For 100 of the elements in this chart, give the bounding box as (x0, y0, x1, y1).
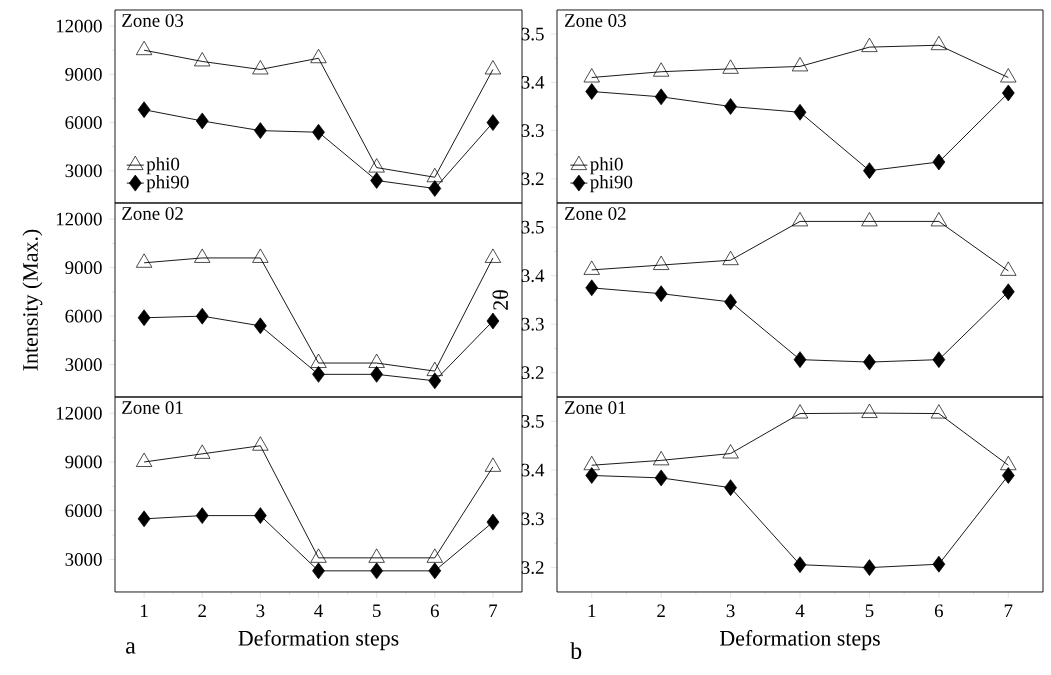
annotation: Zone 01 (122, 401, 183, 414)
y-tick-label: 9000 (65, 67, 102, 81)
x-tick-label: 7 (489, 604, 498, 617)
point (653, 62, 670, 77)
y-axis-title: 2θ (492, 290, 509, 310)
y-tick-label: 9000 (65, 455, 102, 469)
point (312, 123, 325, 141)
point (312, 562, 325, 580)
point (722, 250, 739, 266)
x-tick-label: 3 (256, 604, 265, 618)
point (930, 35, 948, 51)
point (791, 404, 809, 419)
point (194, 248, 211, 263)
y-tick-label: 3.3 (521, 512, 544, 526)
annotation: Zone 03 (122, 14, 184, 27)
x-axis-title: Deformation steps (719, 630, 880, 651)
text: b (570, 642, 582, 659)
annotation: Zone 02 (122, 207, 183, 220)
point (252, 436, 269, 451)
point (654, 469, 668, 487)
y-tick-label: 3.2 (521, 561, 544, 575)
point (793, 351, 807, 368)
y-tick-label: 3.5 (521, 220, 544, 234)
point (724, 293, 737, 311)
y-tick-label: 9000 (65, 261, 102, 275)
point (932, 153, 946, 171)
y-tick-label: 3.3 (521, 124, 544, 138)
y-tick-label: 3.2 (521, 172, 544, 186)
y-tick-label: 6000 (65, 116, 102, 129)
y-tick-label: 3000 (65, 358, 102, 372)
point (1000, 455, 1017, 471)
y-tick-label: 3.3 (521, 317, 544, 331)
x-tick-label: 5 (373, 604, 381, 618)
y-tick-label: 3000 (65, 553, 102, 566)
point (195, 307, 209, 325)
legend-label: phi0 (146, 157, 180, 175)
point (791, 57, 809, 72)
legend-label: phi90 (146, 175, 189, 193)
x-tick-label: 2 (657, 604, 665, 618)
point (793, 103, 807, 121)
point (585, 279, 599, 297)
point (254, 507, 267, 524)
point (428, 372, 442, 390)
x-tick-label: 6 (934, 604, 944, 618)
point (137, 510, 151, 528)
point (484, 248, 502, 263)
point (370, 366, 383, 383)
point (724, 479, 737, 497)
point (312, 366, 325, 383)
point (722, 444, 739, 459)
point (724, 98, 737, 115)
point (583, 260, 600, 275)
point (370, 172, 383, 189)
point (370, 562, 383, 580)
point (863, 559, 876, 576)
point (135, 452, 153, 467)
y-tick-label: 6000 (65, 309, 102, 323)
x-tick-label: 3 (726, 604, 735, 618)
x-tick-label: 6 (430, 604, 439, 618)
point (254, 317, 267, 335)
x-tick-label: 5 (865, 604, 874, 618)
point (195, 112, 209, 130)
legend-label: phi90 (590, 175, 633, 193)
point (310, 48, 327, 64)
point (654, 285, 668, 303)
point (585, 83, 599, 100)
y-tick-label: 12000 (56, 212, 102, 226)
point (932, 351, 946, 368)
x-tick-label: 1 (588, 604, 596, 617)
x-tick-label: 7 (1004, 604, 1013, 617)
point (722, 59, 739, 74)
point (194, 444, 211, 459)
y-tick-label: 12000 (56, 19, 102, 33)
x-tick-label: 4 (314, 604, 323, 617)
annotation: Zone 03 (564, 14, 626, 27)
y-tick-label: 3.4 (521, 269, 545, 283)
point (861, 37, 878, 52)
point (653, 255, 670, 270)
point (1000, 261, 1017, 276)
annotation: Zone 02 (564, 207, 626, 220)
y-tick-label: 3.4 (521, 463, 545, 477)
point (861, 403, 878, 418)
point (484, 457, 502, 472)
x-tick-label: 2 (198, 604, 206, 618)
y-axis-title: Intensity (Max.) (22, 229, 43, 371)
point (930, 212, 948, 227)
point (428, 562, 442, 580)
y-tick-label: 3.2 (521, 366, 544, 380)
point (1001, 283, 1015, 301)
x-axis-title: Deformation steps (238, 630, 399, 651)
y-tick-label: 3.5 (521, 414, 544, 428)
point (484, 60, 502, 75)
point (486, 114, 500, 131)
point (486, 513, 500, 531)
y-tick-label: 3.5 (521, 27, 544, 41)
text: a (126, 642, 136, 654)
y-tick-label: 3.4 (521, 75, 545, 89)
y-tick-label: 3000 (65, 164, 102, 178)
point (254, 122, 267, 139)
point (368, 158, 385, 173)
